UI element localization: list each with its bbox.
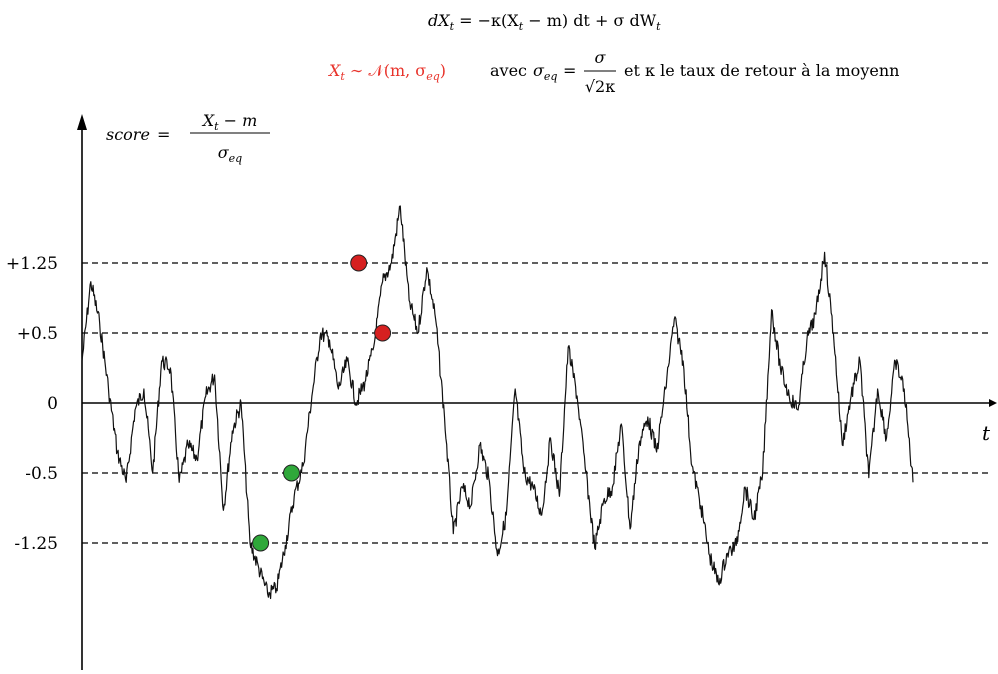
y-tick-label: 0 xyxy=(47,394,58,414)
svg-text:avec: avec xyxy=(490,61,527,80)
svg-text:dXt = −κ(Xt − m) dt + σ dWt: dXt = −κ(Xt − m) dt + σ dWt xyxy=(428,11,661,33)
distribution-formula: Xt ∼ 𝒩(m, σeq) avec σeq = σ √2κ et κ le … xyxy=(327,48,899,96)
svg-text:=: = xyxy=(563,61,576,80)
sell-signal-marker xyxy=(374,324,392,342)
svg-text:σeq: σeq xyxy=(218,143,242,165)
buy-signal-marker xyxy=(252,534,270,552)
svg-text:=: = xyxy=(157,125,170,144)
buy-signal-marker xyxy=(283,464,300,482)
x-axis-arrow xyxy=(989,399,997,407)
svg-text:√2κ: √2κ xyxy=(585,77,615,96)
tick-labels: +1.25 +0.5 0 -0.5 -1.25 xyxy=(6,254,58,554)
svg-text:σ: σ xyxy=(595,48,607,67)
series-line xyxy=(81,205,914,600)
y-tick-label: -1.25 xyxy=(14,534,58,554)
threshold-lines xyxy=(82,262,990,544)
sde-formula: dXt = −κ(Xt − m) dt + σ dWt xyxy=(428,11,661,33)
sell-signal-marker xyxy=(350,254,368,272)
svg-text:et κ le taux de retour à la mo: et κ le taux de retour à la moyenn xyxy=(624,61,899,80)
score-formula: score = Xt − m σeq xyxy=(106,111,270,165)
svg-text:Xt ∼ 𝒩(m, σeq): Xt ∼ 𝒩(m, σeq) xyxy=(327,61,446,83)
x-axis-label: t xyxy=(982,421,991,445)
signal-markers xyxy=(252,254,392,552)
y-tick-label: +0.5 xyxy=(17,324,58,344)
axes xyxy=(77,114,997,670)
svg-text:σeq: σeq xyxy=(533,61,557,83)
y-tick-label: +1.25 xyxy=(6,254,58,274)
svg-text:score: score xyxy=(106,125,150,144)
svg-text:Xt − m: Xt − m xyxy=(201,111,258,133)
y-tick-label: -0.5 xyxy=(25,464,58,484)
y-axis-arrow xyxy=(77,114,87,130)
